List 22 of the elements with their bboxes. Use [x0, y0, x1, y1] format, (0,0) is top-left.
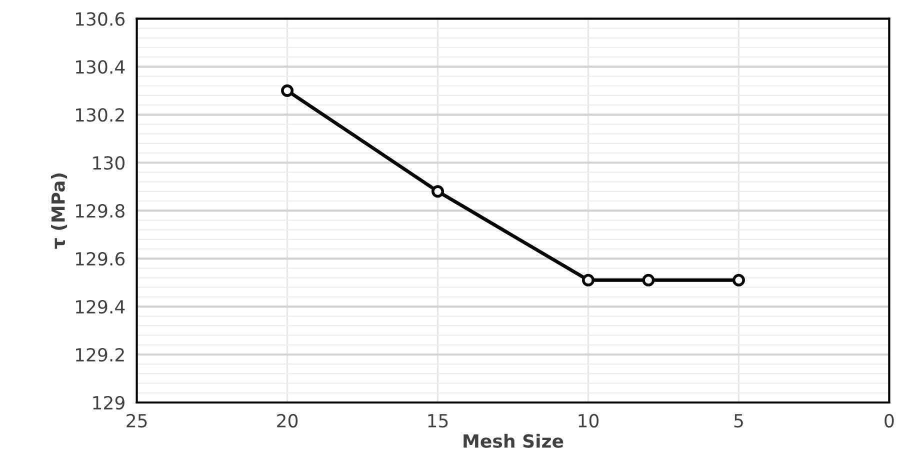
- x-axis-title: Mesh Size: [464, 434, 564, 448]
- x-tick-label: 0: [884, 414, 894, 428]
- y-tick-label: 130.6: [76, 12, 125, 26]
- y-axis-title: τ (MPa): [50, 174, 68, 249]
- point: [582, 274, 594, 286]
- y-tick-label: 129.4: [76, 300, 125, 314]
- point: [642, 274, 655, 286]
- y-tick-label: 129.2: [76, 348, 124, 362]
- y-tick-label: 130.2: [76, 108, 124, 122]
- y-tick-label: 129: [93, 396, 124, 410]
- point: [281, 84, 294, 97]
- y-tick-label: 129.8: [76, 204, 124, 218]
- y-tick-label: 130: [93, 156, 124, 170]
- y-tick-label: 130.4: [76, 60, 125, 74]
- x-tick-label: 20: [277, 414, 298, 428]
- x-tick-label: 15: [428, 414, 448, 428]
- x-tick-label: 5: [734, 414, 743, 428]
- x-tick-label: 10: [578, 414, 599, 428]
- x-tick-label: 25: [126, 414, 147, 428]
- point: [432, 185, 444, 198]
- y-tick-label: 129.6: [76, 252, 125, 266]
- point: [732, 274, 745, 286]
